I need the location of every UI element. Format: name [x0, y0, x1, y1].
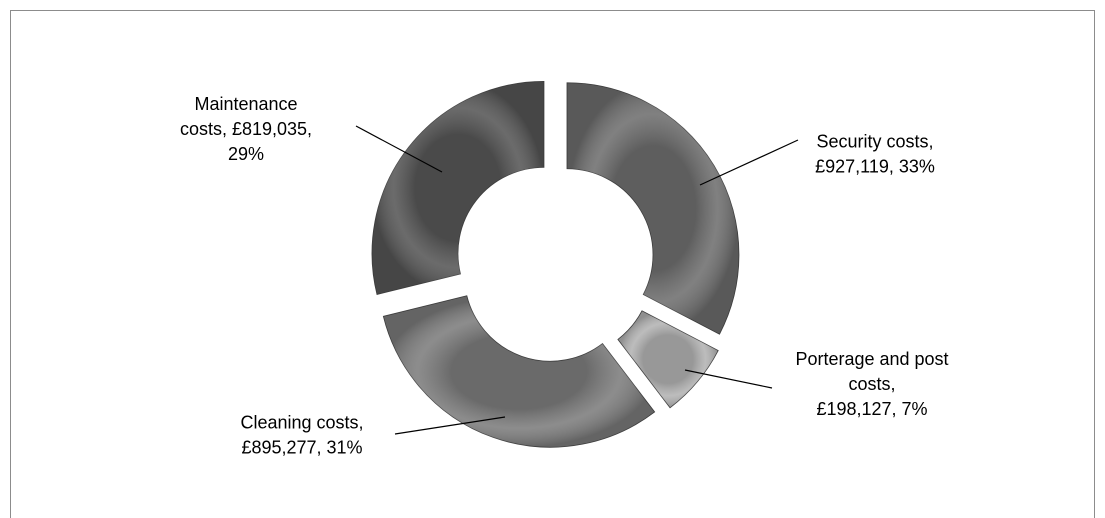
data-label-line: Cleaning costs, — [240, 412, 363, 432]
leader-line — [394, 416, 506, 435]
leader-line — [355, 125, 443, 173]
data-label: Maintenance costs, £819,035, 29% — [180, 94, 312, 164]
data-label-line: £895,277, 31% — [241, 437, 362, 457]
data-label-line: £198,127, 7% — [816, 399, 927, 419]
data-label-line: 29% — [228, 144, 264, 164]
leader-line — [684, 369, 773, 389]
donut-segment — [382, 295, 656, 448]
data-label: Porterage and post costs, £198,127, 7% — [795, 349, 948, 419]
data-label-line: costs, — [848, 374, 895, 394]
data-label: Cleaning costs, £895,277, 31% — [240, 412, 363, 457]
data-label-line: Maintenance — [194, 94, 297, 114]
data-label-line: Porterage and post — [795, 349, 948, 369]
data-label-line: Security costs, — [816, 131, 933, 151]
data-label-line: £927,119, 33% — [815, 156, 935, 176]
donut-segment — [566, 82, 740, 335]
donut-segment — [371, 80, 545, 295]
data-label: Security costs, £927,119, 33% — [815, 131, 935, 176]
leader-line — [699, 139, 799, 186]
chart-border — [10, 10, 1095, 518]
data-label-line: costs, £819,035, — [180, 119, 312, 139]
